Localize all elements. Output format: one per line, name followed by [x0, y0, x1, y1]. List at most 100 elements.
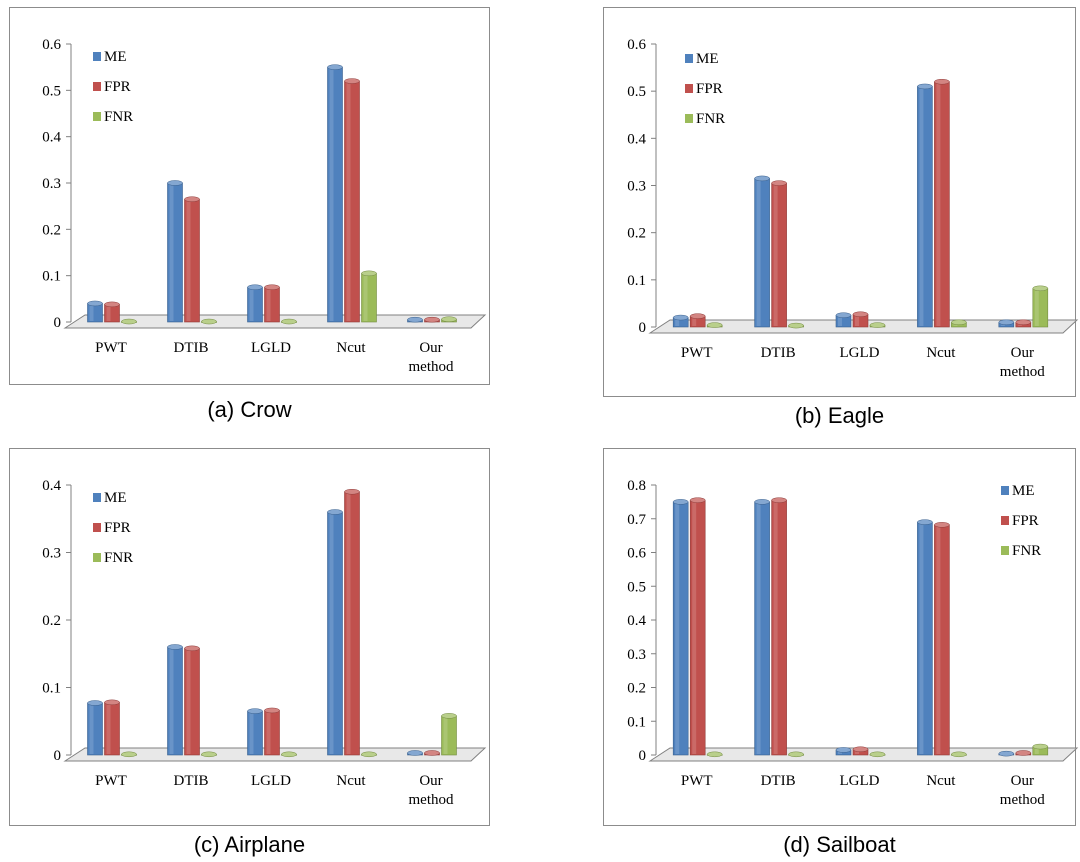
- y-tick-label: 0.5: [42, 83, 61, 99]
- bar-top: [87, 300, 103, 307]
- bar-me: [87, 700, 103, 756]
- bar-highlight: [855, 751, 859, 754]
- y-tick-label: 0.4: [627, 131, 646, 147]
- bar-fnr: [1032, 743, 1049, 756]
- bar-fnr: [788, 751, 804, 758]
- y-tick-label: 0.1: [42, 681, 61, 697]
- bar-highlight: [443, 717, 448, 754]
- bar-me: [247, 708, 263, 756]
- y-tick-label: 0.5: [627, 579, 646, 595]
- x-tick-label: DTIB: [174, 340, 209, 356]
- bar-fnr: [281, 318, 297, 325]
- bar-fpr: [852, 746, 869, 756]
- bar-fpr: [771, 497, 787, 756]
- bar-highlight: [186, 650, 191, 754]
- bar-highlight: [936, 83, 941, 326]
- bar-me: [754, 499, 770, 756]
- y-tick-label: 0.4: [42, 478, 61, 494]
- bar-me: [835, 312, 852, 328]
- bar-top: [835, 747, 852, 753]
- bar-fnr: [201, 318, 217, 325]
- x-tick-label: PWT: [95, 340, 127, 356]
- bar-top: [689, 313, 706, 319]
- bar-top: [407, 750, 423, 756]
- x-tick-label: DTIB: [174, 773, 209, 789]
- y-tick-label: 0.3: [42, 176, 61, 192]
- bar-highlight: [692, 318, 697, 326]
- bar-top: [869, 322, 886, 328]
- bar-top: [424, 750, 440, 756]
- bar-highlight: [169, 185, 174, 321]
- bar-top: [771, 180, 787, 186]
- legend-swatch-me: [93, 493, 101, 502]
- x-tick-label: DTIB: [761, 345, 796, 361]
- bar-top: [706, 322, 723, 328]
- legend-label-fpr: FPR: [1012, 513, 1039, 529]
- chart-caption: (d) Sailboat: [783, 832, 896, 857]
- y-tick-label: 0: [54, 315, 62, 331]
- chart-caption: (a) Crow: [207, 397, 292, 422]
- bar-fpr: [184, 196, 200, 323]
- y-tick-label: 0.1: [42, 269, 61, 285]
- bar-fnr: [441, 316, 457, 323]
- bar-fpr: [689, 313, 706, 328]
- legend-label-fnr: FNR: [1012, 543, 1041, 559]
- bar-highlight: [329, 514, 334, 754]
- x-tick-label: LGLD: [840, 773, 880, 789]
- bar-fpr: [852, 311, 869, 328]
- bar-top: [934, 78, 950, 85]
- legend-swatch-fpr: [685, 84, 693, 93]
- chart-panel-eagle: 0 0.1 0.2 0.3 0.4 0.5 0.6 PWT DTIB LGLD Ncut Our met…: [603, 7, 1079, 433]
- bar-top: [754, 499, 770, 505]
- bar-me: [327, 509, 343, 756]
- legend-swatch-fnr: [93, 553, 101, 562]
- y-tick-label: 0: [639, 320, 647, 336]
- legend-swatch-fpr: [93, 82, 101, 91]
- y-tick-label: 0.8: [627, 478, 646, 494]
- bar-top: [361, 270, 377, 277]
- y-tick-label: 0.4: [42, 130, 61, 146]
- y-tick-label: 0: [639, 748, 647, 764]
- bar-top: [361, 751, 377, 758]
- y-tick-label: 0.2: [627, 226, 646, 242]
- bar-top: [835, 312, 852, 318]
- x-tick-label: Our method: [409, 773, 454, 808]
- bar-top: [184, 645, 200, 652]
- legend-swatch-fnr: [685, 114, 693, 123]
- bar-highlight: [936, 526, 941, 754]
- legend-swatch-me: [1001, 486, 1009, 495]
- legend-swatch-fpr: [1001, 516, 1009, 525]
- bar-highlight: [1034, 290, 1039, 326]
- bar-highlight: [756, 503, 761, 754]
- x-tick-label: Our method: [409, 340, 454, 375]
- x-tick-label: Our method: [1000, 345, 1045, 380]
- bar-top: [917, 83, 933, 90]
- bar-top: [672, 314, 689, 321]
- bar-fpr: [934, 78, 950, 328]
- bar-top: [104, 301, 120, 308]
- bar-highlight: [855, 316, 859, 326]
- bar-fpr: [104, 301, 120, 323]
- chart-frame: [9, 448, 490, 826]
- bar-top: [934, 522, 950, 528]
- bar-fpr: [344, 489, 360, 756]
- bar-top: [167, 180, 183, 186]
- bar-highlight: [106, 306, 111, 321]
- bar-top: [104, 699, 120, 706]
- bar-top: [281, 751, 297, 758]
- bar-top: [1032, 743, 1049, 750]
- y-tick-label: 0.6: [42, 37, 61, 53]
- bar-top: [788, 322, 804, 329]
- bar-top: [441, 316, 457, 322]
- chart-panel-crow: 0 0.1 0.2 0.3 0.4 0.5 0.6 PWT DTIB LGLD Ncut Our met…: [9, 7, 490, 427]
- bar-highlight: [838, 751, 842, 754]
- bar-fpr: [1015, 750, 1032, 756]
- bar-chart-sailboat: 0 0.1 0.2 0.3 0.4 0.5 0.6 0.7 0.8 PWT DTIB LGLD Ncut…: [627, 478, 1079, 808]
- y-tick-label: 0.2: [42, 222, 61, 238]
- bar-top: [167, 644, 183, 650]
- bar-highlight: [773, 185, 778, 326]
- bar-fpr: [184, 645, 200, 756]
- bar-highlight: [169, 649, 174, 754]
- bar-top: [441, 713, 457, 719]
- bar-me: [672, 314, 689, 328]
